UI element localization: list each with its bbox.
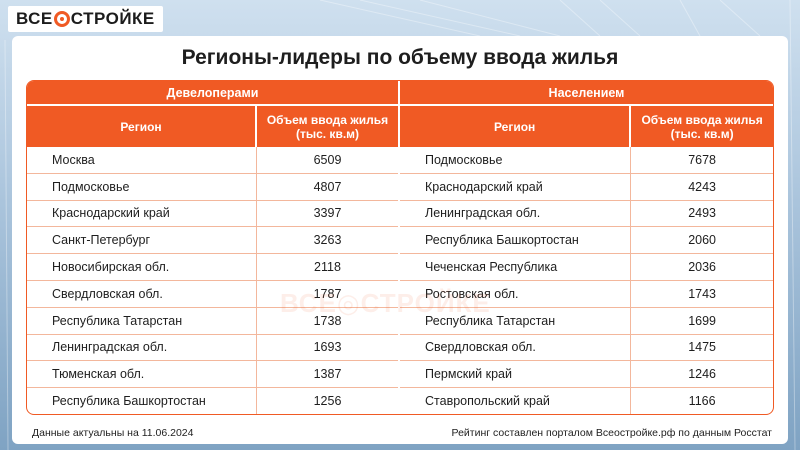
- table-row: Краснодарский край 4243: [400, 172, 773, 200]
- table-row: Ленинградская обл. 1693: [27, 333, 398, 361]
- table-row: Республика Татарстан 1738: [27, 306, 398, 334]
- region-cell: Подмосковье: [400, 147, 632, 173]
- region-cell: Москва: [27, 147, 258, 173]
- table-row: Республика Татарстан 1699: [400, 306, 773, 334]
- region-cell: Краснодарский край: [400, 173, 632, 200]
- volume-cell: 1256: [313, 394, 342, 409]
- table-row: Свердловская обл. 1475: [400, 333, 773, 361]
- region-cell: Пермский край: [400, 361, 632, 388]
- volume-cell: 1699: [688, 313, 717, 328]
- volume-cell: 3397: [313, 206, 342, 221]
- region-cell: Республика Татарстан: [27, 307, 258, 334]
- volume-cell: 1387: [313, 367, 342, 382]
- volume-cell: 6509: [313, 152, 342, 167]
- region-cell: Ленинградская обл.: [27, 334, 258, 361]
- table-row: Ростовская обл. 1743: [400, 279, 773, 307]
- region-cell: Республика Татарстан: [400, 307, 632, 334]
- column-headers: Регион Объем ввода жилья (тыс. кв.м): [27, 106, 398, 147]
- volume-cell: 1166: [688, 394, 716, 409]
- table-row: Ленинградская обл. 2493: [400, 199, 773, 227]
- region-cell: Тюменская обл.: [27, 361, 258, 388]
- region-cell: Краснодарский край: [27, 200, 258, 227]
- column-header-region: Регион: [400, 106, 632, 147]
- table-row: Ставропольский край 1166: [400, 387, 773, 414]
- volume-cell: 1738: [313, 313, 342, 328]
- data-date-note: Данные актуальны на 11.06.2024: [32, 427, 194, 439]
- region-cell: Республика Башкортостан: [27, 388, 258, 414]
- table-row: Тюменская обл. 1387: [27, 360, 398, 388]
- site-logo[interactable]: ВСЕ СТРОЙКЕ: [8, 6, 163, 32]
- volume-cell: 7678: [688, 152, 717, 167]
- column-headers: Регион Объем ввода жилья (тыс. кв.м): [400, 106, 773, 147]
- group-header: Девелоперами: [27, 81, 398, 106]
- group-population: Населением Регион Объем ввода жилья (тыс…: [400, 81, 773, 414]
- logo-o-icon: [53, 11, 70, 27]
- volume-cell: 1787: [313, 286, 342, 301]
- table-row: Санкт-Петербург 3263: [27, 226, 398, 254]
- volume-cell: 2493: [688, 206, 717, 221]
- table-row: Подмосковье 4807: [27, 172, 398, 200]
- region-cell: Ставропольский край: [400, 388, 632, 414]
- group-developers: Девелоперами Регион Объем ввода жилья (т…: [27, 81, 400, 414]
- volume-cell: 2036: [688, 260, 717, 275]
- logo-text-left: ВСЕ: [16, 9, 53, 28]
- table-row: Подмосковье 7678: [400, 147, 773, 173]
- volume-cell: 4807: [313, 179, 342, 194]
- volume-cell: 2118: [314, 260, 341, 275]
- content-panel: Регионы-лидеры по объему ввода жилья Дев…: [12, 36, 788, 444]
- volume-cell: 4243: [688, 179, 717, 194]
- table-row: Чеченская Республика 2036: [400, 253, 773, 280]
- group-header: Населением: [400, 81, 773, 106]
- volume-cell: 1246: [688, 367, 717, 382]
- table-row: Республика Башкортостан 1256: [27, 387, 398, 414]
- table-body: Подмосковье 7678 Краснодарский край 4243 Лен…: [400, 147, 773, 414]
- column-header-volume: Объем ввода жилья (тыс. кв.м): [641, 112, 763, 141]
- ranking-table: Девелоперами Регион Объем ввода жилья (т…: [26, 80, 774, 415]
- region-cell: Санкт-Петербург: [27, 227, 258, 254]
- table-row: Свердловская обл. 1787: [27, 279, 398, 307]
- logo-text-right: СТРОЙКЕ: [70, 9, 155, 28]
- column-header-region: Регион: [27, 106, 258, 147]
- table-row: Республика Башкортостан 2060: [400, 226, 773, 254]
- volume-cell: 1693: [313, 340, 342, 355]
- table-body: Москва 6509 Подмосковье 4807 Краснодарский к…: [27, 147, 398, 414]
- column-header-volume: Объем ввода жилья (тыс. кв.м): [266, 112, 389, 141]
- region-cell: Ленинградская обл.: [400, 200, 632, 227]
- volume-cell: 1475: [688, 340, 717, 355]
- region-cell: Подмосковье: [27, 173, 258, 200]
- region-cell: Республика Башкортостан: [400, 227, 632, 254]
- table-row: Пермский край 1246: [400, 360, 773, 388]
- source-note: Рейтинг составлен порталом Всеостройке.р…: [451, 427, 772, 439]
- region-cell: Свердловская обл.: [27, 280, 258, 307]
- volume-cell: 3263: [313, 233, 342, 248]
- page-title: Регионы-лидеры по объему ввода жилья: [181, 46, 619, 69]
- table-row: Москва 6509: [27, 147, 398, 173]
- region-cell: Чеченская Республика: [400, 254, 632, 280]
- region-cell: Ростовская обл.: [400, 280, 632, 307]
- volume-cell: 2060: [688, 233, 717, 248]
- volume-cell: 1743: [688, 286, 717, 301]
- region-cell: Новосибирская обл.: [27, 254, 258, 280]
- table-row: Новосибирская обл. 2118: [27, 253, 398, 280]
- region-cell: Свердловская обл.: [400, 334, 632, 361]
- table-row: Краснодарский край 3397: [27, 199, 398, 227]
